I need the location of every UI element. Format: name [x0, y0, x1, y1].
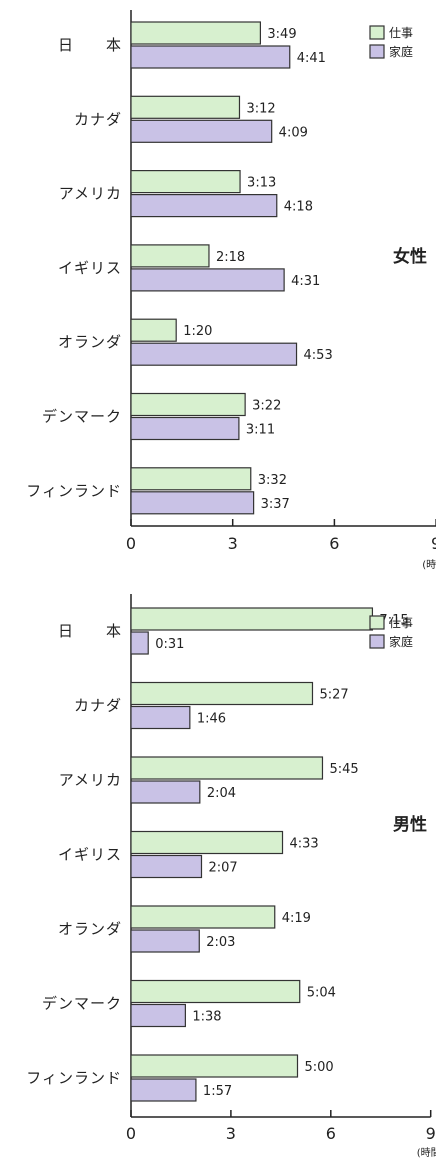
chart-women: 0 3 6 9 (時間) 日 本 3:494:41 カナダ 3:12 4:09 アメリカ 3:13 4:…: [26, 10, 436, 571]
bar-仕事: [130, 979, 301, 1004]
bar-家庭: [130, 45, 291, 69]
legend-swatch: [369, 44, 385, 59]
category-label: デンマーク: [42, 995, 122, 1013]
bar-仕事: [130, 244, 210, 268]
category-label: 日 本: [58, 622, 122, 640]
x-tick-label: 3: [228, 534, 238, 553]
category-label: アメリカ: [59, 771, 122, 789]
bar-仕事: [130, 170, 241, 194]
bar-仕事: [130, 756, 324, 780]
bar-value-label: 1:38: [192, 1010, 221, 1025]
bar-value-label: 3:12: [246, 101, 275, 116]
bar-value-label: 3:37: [261, 497, 290, 512]
bar-仕事: [130, 467, 252, 491]
bar-家庭: [130, 119, 273, 143]
bar-家庭: [130, 268, 285, 292]
bar-家庭: [130, 1003, 186, 1028]
x-tick-label: 9: [426, 1124, 436, 1143]
bar-家庭: [130, 631, 149, 655]
bar-家庭: [130, 1078, 197, 1102]
bar-仕事: [130, 681, 314, 706]
bar-value-label: 2:07: [208, 861, 237, 876]
legend-label: 家庭: [389, 44, 413, 59]
legend-swatch: [369, 615, 385, 630]
x-tick-label: 6: [326, 1124, 336, 1143]
bar-家庭: [130, 491, 255, 515]
bar-仕事: [130, 21, 261, 45]
category-label: イギリス: [58, 259, 122, 277]
legend-label: 仕事: [389, 616, 413, 630]
bar-value-label: 3:22: [252, 399, 281, 414]
bar-仕事: [130, 95, 241, 119]
x-tick-label: 9: [431, 534, 436, 553]
bar-仕事: [130, 607, 374, 631]
bar-value-label: 4:09: [279, 125, 308, 140]
bar-value-label: 4:53: [304, 348, 333, 363]
x-tick-label: 0: [126, 1124, 136, 1143]
bar-value-label: 1:57: [203, 1084, 232, 1099]
bar-仕事: [130, 1054, 299, 1078]
bar-value-label: 4:41: [297, 51, 326, 66]
bar-value-label: 5:04: [307, 986, 336, 1001]
category-label: デンマーク: [42, 408, 122, 426]
category-label: フィンランド: [26, 1069, 122, 1087]
bar-仕事: [130, 318, 177, 342]
bar-家庭: [130, 342, 298, 366]
bar-家庭: [130, 705, 191, 730]
bar-value-label: 1:46: [197, 712, 226, 727]
bar-value-label: 4:18: [284, 200, 313, 215]
bar-value-label: 7:15: [379, 613, 408, 628]
legend-swatch: [369, 634, 385, 649]
bar-仕事: [130, 905, 276, 929]
bar-value-label: 2:04: [207, 786, 236, 801]
category-label: オランダ: [58, 920, 122, 938]
bar-仕事: [130, 392, 246, 417]
bar-value-label: 3:13: [247, 176, 276, 191]
bar-家庭: [130, 854, 203, 879]
category-label: オランダ: [58, 333, 122, 351]
bar-value-label: 3:49: [267, 27, 296, 42]
panel-title: 男性: [393, 814, 427, 835]
bar-value-label: 4:33: [290, 837, 319, 852]
category-label: 日 本: [58, 36, 122, 54]
x-axis-unit-label: (時間): [422, 559, 436, 571]
bar-家庭: [130, 416, 240, 441]
x-tick-label: 6: [329, 534, 339, 553]
x-tick-label: 3: [226, 1124, 236, 1143]
chart-men: 0 3 6 9 (時間) 日 本 7:15 0:31 カナダ 5:27 1:46 アメリカ 5:45 2:…: [26, 594, 436, 1159]
bar-value-label: 3:11: [246, 423, 275, 438]
legend-label: 家庭: [389, 634, 413, 649]
bar-value-label: 1:20: [183, 324, 212, 339]
bar-value-label: 5:00: [305, 1060, 334, 1075]
legend-swatch: [369, 25, 385, 40]
bar-仕事: [130, 830, 284, 855]
bar-value-label: 3:32: [258, 473, 287, 488]
bar-value-label: 4:19: [282, 911, 311, 926]
category-label: カナダ: [74, 110, 122, 128]
x-tick-label: 0: [126, 534, 136, 553]
category-label: イギリス: [58, 846, 122, 864]
category-label: フィンランド: [26, 482, 122, 500]
legend-label: 仕事: [389, 26, 413, 40]
bar-value-label: 0:31: [155, 637, 184, 652]
bar-value-label: 5:45: [329, 762, 358, 777]
category-label: カナダ: [74, 697, 122, 715]
x-axis-unit-label: (時間): [417, 1147, 436, 1159]
bar-value-label: 4:31: [291, 274, 320, 289]
bar-value-label: 2:18: [216, 250, 245, 265]
bar-value-label: 2:03: [206, 935, 235, 950]
bar-家庭: [130, 780, 201, 804]
category-label: アメリカ: [59, 185, 122, 203]
bar-家庭: [130, 929, 200, 953]
bar-value-label: 5:27: [319, 688, 348, 703]
bar-家庭: [130, 194, 278, 218]
panel-title: 女性: [393, 246, 427, 267]
